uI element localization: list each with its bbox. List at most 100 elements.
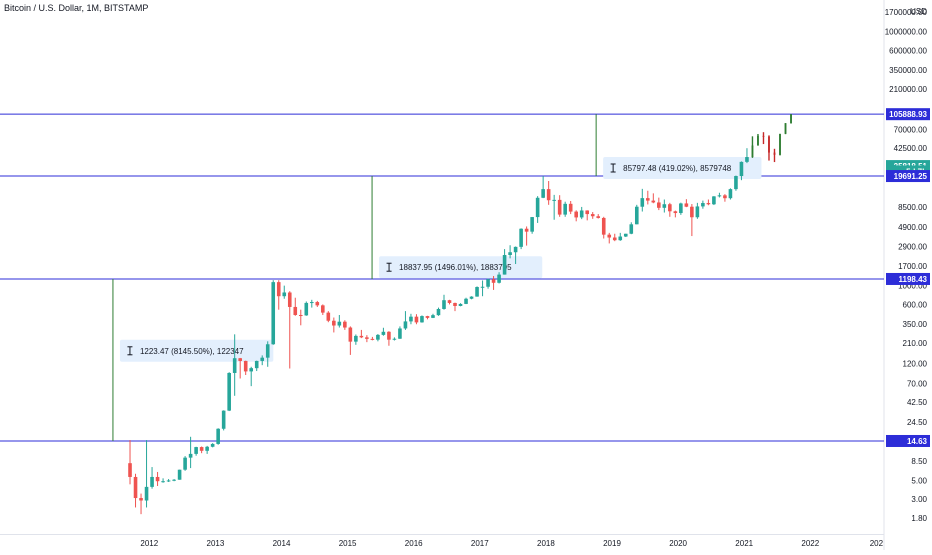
- candle-body: [183, 457, 187, 470]
- candle-body: [684, 203, 689, 207]
- y-tick-label: 5.00: [911, 476, 927, 485]
- candle-body: [166, 480, 171, 482]
- candle-body: [276, 282, 281, 297]
- y-tick-label: 70000.00: [894, 125, 928, 134]
- candle-body: [784, 123, 787, 134]
- x-tick-label: 2016: [405, 539, 423, 548]
- candle-body: [717, 195, 722, 197]
- y-tick-label: 1000.00: [898, 282, 927, 291]
- x-tick-label: 2022: [801, 539, 819, 548]
- candle-body: [315, 302, 320, 306]
- candle-body: [425, 316, 430, 318]
- candle-body: [612, 237, 617, 241]
- candle-body: [210, 443, 215, 447]
- y-tick-label: 210000.00: [889, 85, 927, 94]
- x-tick-label: 2015: [339, 539, 357, 548]
- candle-body: [403, 321, 408, 329]
- measure-label: 1223.47 (8145.50%), 122347: [140, 347, 244, 356]
- candle-body: [392, 338, 397, 340]
- candle-body: [254, 360, 259, 369]
- candle-body: [387, 331, 391, 340]
- candle-body: [673, 211, 678, 214]
- candle-body: [513, 246, 518, 253]
- y-tick-label: 600.00: [903, 300, 928, 309]
- candle-body: [579, 210, 584, 218]
- candle-body: [668, 204, 672, 212]
- candle-body: [601, 217, 606, 235]
- candle-body: [144, 486, 149, 501]
- candle-body: [354, 335, 358, 342]
- candle-body: [298, 314, 303, 316]
- candle-body: [464, 298, 468, 304]
- candle-body: [343, 321, 347, 328]
- candle-body: [585, 210, 590, 215]
- x-tick-label: 2018: [537, 539, 555, 548]
- y-tick-label: 8.50: [911, 457, 927, 466]
- candle-body: [453, 302, 457, 306]
- candle-body: [486, 279, 490, 287]
- candle-body: [150, 476, 154, 487]
- candle-body: [568, 203, 573, 212]
- candle-body: [590, 214, 595, 217]
- candle-body: [530, 217, 534, 232]
- candle-body: [337, 321, 342, 326]
- candle-body: [172, 479, 176, 481]
- y-tick-label: 1.80: [911, 514, 927, 523]
- candle-body: [370, 338, 375, 340]
- y-tick-label: 1700000.00: [885, 8, 928, 17]
- candle-body: [414, 316, 419, 323]
- y-tick-label: 210.00: [903, 339, 928, 348]
- y-tick-label: 600000.00: [889, 46, 927, 55]
- candle-body: [139, 498, 143, 501]
- candle-body: [629, 224, 634, 234]
- candle-body: [442, 300, 446, 309]
- price-label-box: [886, 272, 930, 285]
- candle-body: [475, 287, 479, 297]
- candle-body: [728, 189, 733, 199]
- candle-body: [398, 328, 402, 339]
- y-tick-label: 350000.00: [889, 66, 927, 75]
- candle-body: [227, 372, 231, 411]
- candle-body: [232, 358, 237, 373]
- candle-body: [161, 481, 165, 483]
- y-tick-label: 70.00: [907, 379, 928, 388]
- price-label: 14.63: [907, 437, 928, 446]
- candle-body: [701, 203, 705, 207]
- y-tick-label: 120.00: [903, 360, 928, 369]
- x-tick-label: 2020: [669, 539, 687, 548]
- candle-body: [260, 357, 265, 361]
- candle-body: [221, 410, 226, 429]
- y-tick-label: 1000000.00: [885, 28, 928, 37]
- x-tick-label: 2021: [735, 539, 753, 548]
- candle-body: [734, 176, 738, 190]
- candle-body: [757, 135, 759, 146]
- candle-body: [524, 228, 529, 232]
- candle-body: [679, 203, 683, 214]
- candle-body: [739, 161, 744, 177]
- candle-body: [271, 282, 276, 345]
- candle-body: [574, 211, 578, 218]
- candle-body: [155, 476, 160, 482]
- candle-body: [751, 145, 754, 158]
- candle-body: [205, 446, 209, 451]
- candle-body: [431, 315, 435, 318]
- candle-body: [216, 428, 220, 444]
- candle-body: [188, 453, 193, 458]
- candle-body: [640, 198, 645, 207]
- candle-body: [546, 189, 551, 201]
- candle-body: [420, 316, 424, 323]
- candle-body: [552, 199, 556, 201]
- candle-body: [497, 274, 501, 283]
- candle-body: [348, 327, 353, 342]
- candle-body: [762, 135, 765, 137]
- y-tick-label: 350.00: [903, 320, 928, 329]
- candle-body: [646, 198, 650, 201]
- price-label-box: [886, 170, 930, 183]
- y-tick-label: 24.50: [907, 418, 928, 427]
- candle-body: [745, 157, 749, 162]
- candle-body: [309, 302, 314, 304]
- candle-body: [238, 358, 242, 361]
- candle-body: [618, 236, 623, 241]
